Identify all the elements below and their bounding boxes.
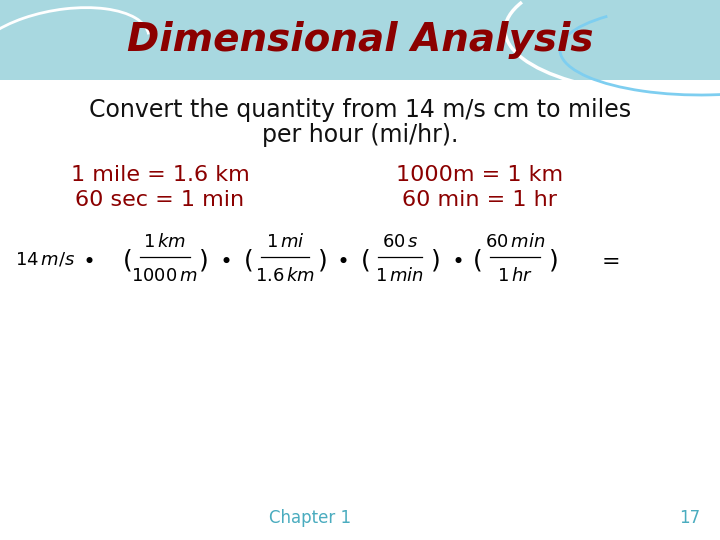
Text: $\bullet$: $\bullet$ (219, 250, 231, 270)
Text: $60\,min$: $60\,min$ (485, 233, 545, 251)
Text: Convert the quantity from 14 m/s cm to miles: Convert the quantity from 14 m/s cm to m… (89, 98, 631, 122)
Text: $1\,hr$: $1\,hr$ (497, 267, 533, 285)
Text: $14\,m/s$: $14\,m/s$ (15, 251, 76, 269)
Text: $)$: $)$ (198, 247, 207, 273)
Text: $($: $($ (472, 247, 482, 273)
Text: $1.6\,km$: $1.6\,km$ (255, 267, 315, 285)
Text: 1000m = 1 km: 1000m = 1 km (397, 165, 564, 185)
Text: $1\,min$: $1\,min$ (375, 267, 425, 285)
Text: 17: 17 (680, 509, 701, 527)
Text: $\bullet$: $\bullet$ (451, 250, 463, 270)
Text: $\bullet$: $\bullet$ (82, 250, 94, 270)
Text: $($: $($ (243, 247, 253, 273)
Text: $($: $($ (360, 247, 370, 273)
Text: Chapter 1: Chapter 1 (269, 509, 351, 527)
Text: 1 mile = 1.6 km: 1 mile = 1.6 km (71, 165, 249, 185)
Text: 60 min = 1 hr: 60 min = 1 hr (402, 190, 557, 210)
Text: $)$: $)$ (430, 247, 440, 273)
Text: $)$: $)$ (548, 247, 557, 273)
Text: $1\,mi$: $1\,mi$ (266, 233, 305, 251)
Text: per hour (mi/hr).: per hour (mi/hr). (262, 123, 458, 147)
Text: $\bullet$: $\bullet$ (336, 250, 348, 270)
Text: Dimensional Analysis: Dimensional Analysis (127, 21, 593, 59)
Text: $1\,km$: $1\,km$ (143, 233, 186, 251)
Text: $)$: $)$ (317, 247, 327, 273)
Text: 60 sec = 1 min: 60 sec = 1 min (76, 190, 245, 210)
FancyBboxPatch shape (0, 0, 720, 80)
Text: $60\,s$: $60\,s$ (382, 233, 418, 251)
Text: $($: $($ (122, 247, 132, 273)
Text: $=$: $=$ (597, 250, 619, 270)
Text: $1000\,m$: $1000\,m$ (132, 267, 199, 285)
